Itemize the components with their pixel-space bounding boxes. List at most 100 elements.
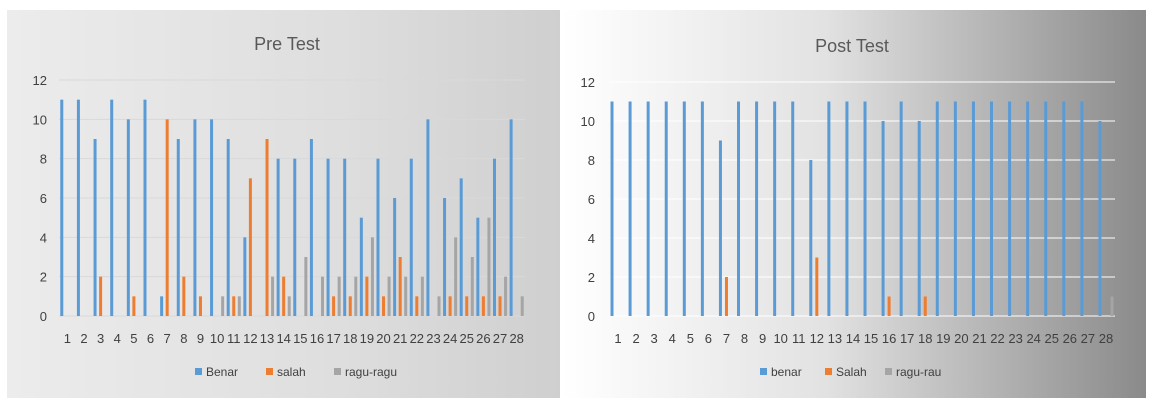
bar-Benar-23 (426, 119, 430, 316)
bar-benar-21 (971, 101, 975, 316)
legend-swatch-ragu-rau (885, 368, 892, 375)
x-tick-label: 15 (293, 331, 307, 346)
bar-salah-3 (99, 276, 103, 316)
bars (60, 99, 524, 317)
x-tick-label: 24 (443, 331, 457, 346)
x-tick-label: 9 (759, 331, 766, 346)
chart-background (7, 10, 560, 398)
x-tick-label: 6 (705, 331, 712, 346)
bar-benar-8 (737, 101, 741, 316)
bar-ragu-ragu-11 (237, 296, 241, 316)
x-tick-label: 8 (180, 331, 187, 346)
x-tick-label: 12 (810, 331, 824, 346)
x-tick-label: 2 (632, 331, 639, 346)
legend: benar Salah ragu-rau (760, 365, 941, 379)
bar-benar-15 (863, 101, 867, 316)
x-tick-label: 21 (972, 331, 986, 346)
x-tick-label: 7 (723, 331, 730, 346)
bar-benar-12 (809, 160, 813, 316)
bar-Benar-5 (126, 119, 130, 316)
bar-Benar-4 (110, 99, 114, 317)
x-tick-label: 11 (227, 331, 241, 346)
bar-benar-18 (917, 121, 921, 316)
x-tick-label: 10 (210, 331, 224, 346)
y-tick-label: 10 (33, 112, 47, 127)
x-tick-label: 19 (936, 331, 950, 346)
bar-ragu-ragu-18 (354, 276, 358, 316)
bar-Benar-20 (376, 158, 380, 316)
y-tick-label: 10 (581, 114, 595, 129)
bar-Benar-24 (443, 198, 447, 316)
x-tick-label: 20 (954, 331, 968, 346)
bar-Benar-2 (76, 99, 80, 317)
bar-ragu-ragu-10 (221, 296, 225, 316)
bar-salah-17 (332, 296, 336, 316)
x-tick-label: 14 (846, 331, 860, 346)
y-tick-label: 12 (33, 73, 47, 88)
y-axis-ticks: 0 2 4 6 8 10 12 (33, 73, 47, 324)
x-tick-label: 25 (460, 331, 474, 346)
x-tick-label: 18 (343, 331, 357, 346)
y-tick-label: 0 (40, 309, 47, 324)
bar-benar-2 (628, 101, 632, 316)
bar-salah-11 (232, 296, 236, 316)
y-axis-ticks: 0 2 4 6 8 10 12 (581, 75, 595, 324)
bar-Benar-7 (160, 296, 164, 316)
x-tick-label: 3 (651, 331, 658, 346)
legend-label-Benar: Benar (206, 365, 238, 379)
x-tick-label: 1 (614, 331, 621, 346)
post-test-chart: Post Test 0 2 4 6 8 10 12 1 2 3 4 5 6 7 8 9 10 11 12 13 14 1… (562, 10, 1146, 398)
bar-salah-27 (498, 296, 502, 316)
bar-Benar-21 (393, 198, 397, 316)
bar-benar-17 (899, 101, 903, 316)
x-tick-label: 3 (97, 331, 104, 346)
bar-salah-20 (382, 296, 386, 316)
bar-Benar-14 (276, 158, 280, 316)
bar-benar-6 (700, 101, 704, 316)
y-tick-label: 2 (588, 270, 595, 285)
x-tick-label: 17 (326, 331, 340, 346)
x-tick-label: 13 (260, 331, 274, 346)
chart-title: Pre Test (254, 34, 320, 54)
bar-Benar-8 (176, 139, 180, 316)
bar-benar-7 (718, 140, 722, 316)
bar-salah-8 (182, 276, 186, 316)
bar-benar-13 (827, 101, 831, 316)
bar-Benar-15 (293, 158, 297, 316)
legend-swatch-salah (266, 368, 273, 375)
x-tick-label: 18 (918, 331, 932, 346)
bar-salah-12 (248, 178, 252, 316)
x-tick-label: 4 (114, 331, 121, 346)
bar-ragu-ragu-24 (454, 237, 458, 316)
bar-Benar-28 (509, 119, 513, 316)
legend-label-benar: benar (771, 365, 802, 379)
y-tick-label: 2 (40, 270, 47, 285)
bar-benar-25 (1044, 101, 1048, 316)
bar-salah-25 (465, 296, 469, 316)
bar-Benar-27 (492, 158, 496, 316)
bar-salah-21 (398, 257, 402, 316)
legend-swatch-ragu-ragu (334, 368, 341, 375)
x-tick-label: 26 (1063, 331, 1077, 346)
bar-Benar-16 (309, 139, 313, 316)
y-tick-label: 12 (581, 75, 595, 90)
bar-salah-19 (365, 276, 369, 316)
bar-Benar-1 (60, 99, 64, 317)
bar-Benar-6 (143, 99, 147, 317)
x-tick-label: 28 (509, 331, 523, 346)
bar-Benar-22 (409, 158, 413, 316)
bar-salah-7 (165, 119, 169, 316)
x-tick-label: 28 (1099, 331, 1113, 346)
x-tick-label: 5 (687, 331, 694, 346)
bar-ragu-ragu-17 (337, 276, 341, 316)
bar-benar-23 (1008, 101, 1012, 316)
legend-label-ragu-ragu: ragu-ragu (345, 365, 397, 379)
bar-salah-9 (198, 296, 202, 316)
y-tick-label: 4 (40, 230, 47, 245)
bar-Benar-9 (193, 119, 197, 316)
bar-salah-26 (481, 296, 485, 316)
bar-benar-11 (791, 101, 795, 316)
x-tick-label: 8 (741, 331, 748, 346)
bar-ragu-ragu-26 (487, 217, 491, 316)
